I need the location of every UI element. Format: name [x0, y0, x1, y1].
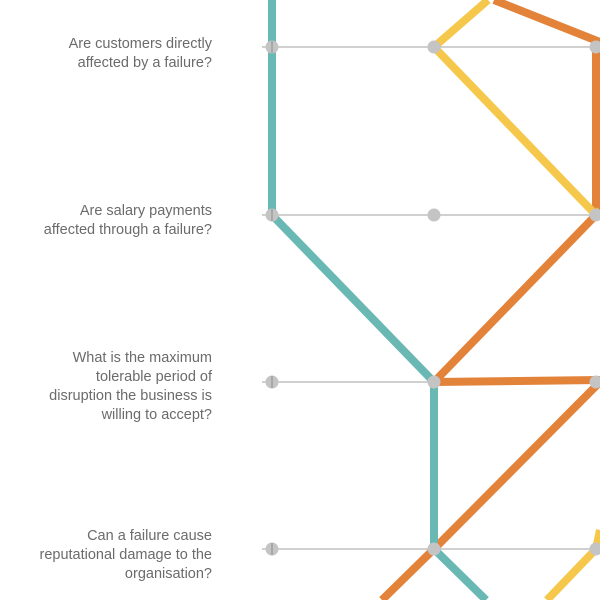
yellow-path-segment-4: [544, 546, 599, 600]
answer-node-3-2: [589, 542, 600, 556]
answer-node-3-1: [427, 542, 441, 556]
question-salary-payments: Are salary payments affected through a f…: [43, 203, 212, 238]
yellow-path-segment-0: [431, 0, 491, 51]
orange-path-segment-5: [379, 546, 437, 600]
orange-path-segment-3: [433, 376, 600, 386]
answer-paths: [268, 0, 600, 600]
question-customers-affected: Are customers directly affected by a fai…: [68, 36, 212, 71]
answer-node-2-2: [589, 375, 600, 389]
answer-node-0-1: [427, 40, 441, 54]
yellow-path-segment-1: [431, 44, 599, 218]
teal-path-segment-2: [269, 212, 437, 385]
orange-path-segment-2: [431, 212, 599, 385]
answer-node-2-1: [427, 375, 441, 389]
answer-nodes: [265, 40, 600, 556]
answer-node-0-2: [589, 40, 600, 54]
answer-node-1-1: [427, 208, 441, 222]
answer-node-1-2: [589, 208, 600, 222]
question-reputational-damage: Can a failure cause reputational damage …: [39, 528, 212, 582]
teal-path-segment-4: [431, 546, 489, 600]
question-max-tolerable-period: What is the maximum tolerable period of …: [49, 350, 212, 423]
orange-path-segment-0: [492, 0, 600, 46]
orange-path-segment-4: [431, 379, 600, 552]
